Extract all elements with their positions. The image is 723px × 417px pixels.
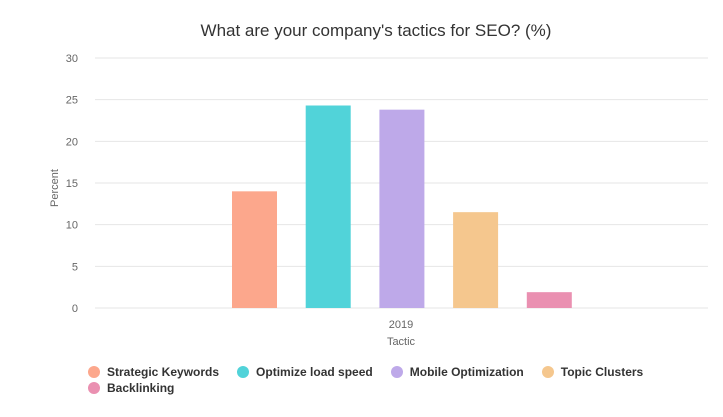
legend-swatch [88, 365, 100, 378]
legend-label: Strategic Keywords [107, 364, 220, 379]
legend-swatch [237, 365, 250, 378]
y-axis-ticks: 0 5 10 15 20 25 30 [66, 53, 78, 315]
legend-swatch [541, 365, 554, 378]
y-tick-label: 5 [72, 261, 78, 273]
legend-label: Backlinking [107, 380, 175, 395]
y-tick-label: 15 [66, 178, 78, 190]
legend-label: Topic Clusters [560, 364, 644, 379]
legend-swatch [88, 381, 100, 394]
x-axis-ticks: 2019 [389, 319, 413, 331]
bar-optimize-load-speed[interactable] [305, 105, 351, 309]
legend-item[interactable]: Mobile Optimization [390, 364, 524, 379]
legend-item[interactable]: Backlinking [88, 380, 174, 395]
x-tick-label: 2019 [389, 319, 413, 331]
bar-mobile-optimization[interactable] [379, 109, 425, 309]
legend-label: Mobile Optimization [409, 364, 524, 379]
y-tick-label: 25 [66, 95, 78, 107]
chart-title: What are your company's tactics for SEO?… [201, 21, 552, 40]
bar-strategic-keywords[interactable] [232, 191, 277, 308]
y-tick-label: 30 [66, 53, 78, 65]
legend: Strategic Keywords Optimize load speed Mob… [88, 364, 708, 395]
legend-label: Optimize load speed [256, 364, 373, 379]
legend-swatch [390, 365, 403, 378]
y-axis-label: Percent [49, 169, 61, 207]
legend-item[interactable]: Strategic Keywords [88, 364, 219, 379]
bar-backlinking[interactable] [526, 292, 572, 308]
x-axis-label: Tactic [387, 336, 416, 348]
legend-item[interactable]: Topic Clusters [541, 364, 644, 379]
y-tick-label: 0 [72, 303, 78, 315]
y-tick-label: 20 [66, 136, 78, 148]
y-tick-label: 10 [66, 220, 78, 232]
bar-topic-clusters[interactable] [453, 212, 499, 308]
legend-item[interactable]: Optimize load speed [237, 364, 373, 379]
bars [232, 105, 572, 309]
